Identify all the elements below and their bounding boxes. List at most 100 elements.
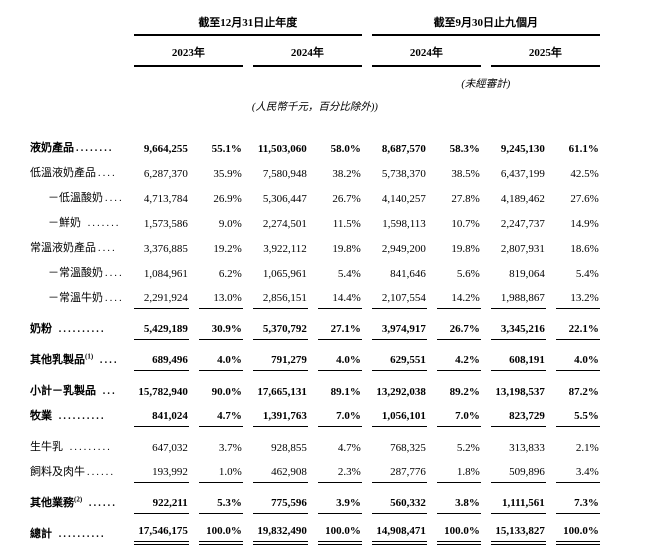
- cell-value: 1,391,763: [252, 402, 308, 427]
- cell-percent: 27.8%: [451, 193, 480, 205]
- cell-value: 1,111,561: [490, 483, 546, 514]
- table-row: －鮮奶 ....... 1,573,586 9.0% 2,274,501 11.5% 1,…: [30, 209, 600, 234]
- row-label-text: 液奶產品: [30, 142, 74, 154]
- cell-value: 819,064: [509, 268, 545, 280]
- dot-leader: ....: [98, 168, 117, 179]
- cell-percent: 4.7%: [198, 402, 243, 427]
- cell-percent: 38.5%: [451, 168, 480, 180]
- cell-value: 2,807,931: [500, 243, 545, 255]
- table-row: 牧業 .......... 841,024 4.7% 1,391,763 7.0% 1,0…: [30, 402, 600, 427]
- header-period-annual: 截至12月31日止年度: [133, 10, 362, 36]
- dot-leader: ...: [98, 386, 117, 397]
- row-label: －常溫牛奶....: [30, 284, 124, 309]
- header-year-2025: 2025年: [490, 36, 600, 67]
- cell-value: 5,738,370: [381, 168, 426, 180]
- row-label-text: 總計: [30, 528, 52, 540]
- row-label: －常溫酸奶....: [30, 259, 124, 284]
- cell-value: 689,496: [133, 340, 189, 371]
- row-label: －低溫酸奶....: [30, 184, 124, 209]
- cell-percent: 4.2%: [436, 340, 481, 371]
- cell-percent: 90.0%: [211, 386, 242, 398]
- cell-percent: 3.8%: [436, 483, 481, 514]
- row-label: 飼料及肉牛......: [30, 458, 124, 483]
- row-label: 奶粉 ..........: [30, 309, 124, 340]
- cell-value: 4,713,784: [143, 193, 188, 205]
- unit-note: (人民幣千元，百分比除外)): [251, 102, 378, 113]
- cell-value: 768,325: [390, 442, 426, 454]
- cell-value: 7,580,948: [262, 168, 307, 180]
- cell-percent: 4.0%: [555, 340, 600, 371]
- cell-value: 560,332: [371, 483, 427, 514]
- cell-percent: 27.6%: [570, 193, 599, 205]
- cell-percent: 26.9%: [213, 193, 242, 205]
- cell-percent: 55.1%: [211, 143, 242, 155]
- table-row: 生牛乳 ......... 647,032 3.7% 928,855 4.7% 768,3…: [30, 427, 600, 458]
- dot-leader: ........: [76, 143, 114, 154]
- dot-leader: ......: [84, 498, 118, 509]
- unaudited-note: (未經審計): [461, 79, 511, 90]
- row-label: －鮮奶 .......: [30, 209, 124, 234]
- cell-value: 1,084,961: [143, 268, 188, 280]
- cell-value: 629,551: [371, 340, 427, 371]
- cell-value: 19,832,490: [252, 514, 308, 545]
- cell-percent: 13.0%: [198, 284, 243, 309]
- table-row: －常溫酸奶.... 1,084,961 6.2% 1,065,961 5.4% 841,6…: [30, 259, 600, 284]
- table-row: 其他業務(2) ...... 922,211 5.3% 775,596 3.9% 560,…: [30, 483, 600, 514]
- cell-percent: 3.7%: [218, 442, 242, 454]
- cell-value: 841,646: [390, 268, 426, 280]
- row-label: 其他業務(2) ......: [30, 483, 124, 514]
- table-row: 其他乳製品(1) .... 689,496 4.0% 791,279 4.0% 629,5…: [30, 340, 600, 371]
- cell-value: 1,573,586: [143, 218, 188, 230]
- dot-leader: .........: [65, 442, 112, 453]
- row-label-text: －常溫牛奶: [48, 292, 103, 304]
- cell-value: 6,437,199: [500, 168, 545, 180]
- cell-value: 15,133,827: [490, 514, 546, 545]
- table-row: 總計 .......... 17,546,175 100.0% 19,832,490 1…: [30, 514, 600, 545]
- row-label-text: 常溫液奶產品: [30, 242, 96, 254]
- page: 截至12月31日止年度 截至9月30日止九個月 2023年 2024年 2024…: [30, 17, 600, 545]
- row-label-text: 飼料及肉牛: [30, 466, 85, 478]
- cell-value: 462,908: [252, 458, 308, 483]
- financial-table: 截至12月31日止年度 截至9月30日止九個月 2023年 2024年 2024…: [20, 10, 610, 545]
- cell-value: 1,598,113: [382, 218, 426, 230]
- dot-leader: ..........: [54, 324, 106, 335]
- footnote-marker: (2): [74, 495, 83, 504]
- cell-percent: 100.0%: [436, 514, 481, 545]
- dot-leader: ....: [95, 355, 119, 366]
- cell-value: 841,024: [133, 402, 189, 427]
- cell-value: 2,291,924: [133, 284, 189, 309]
- cell-percent: 22.1%: [555, 309, 600, 340]
- dot-leader: ......: [87, 467, 116, 478]
- cell-value: 3,345,216: [490, 309, 546, 340]
- cell-percent: 19.8%: [451, 243, 480, 255]
- cell-percent: 6.2%: [218, 268, 242, 280]
- cell-value: 4,189,462: [500, 193, 545, 205]
- cell-percent: 14.2%: [436, 284, 481, 309]
- cell-value: 2,949,200: [381, 243, 426, 255]
- cell-percent: 100.0%: [198, 514, 243, 545]
- cell-value: 2,274,501: [262, 218, 307, 230]
- cell-value: 5,306,447: [262, 193, 307, 205]
- cell-value: 13,292,038: [376, 386, 426, 398]
- row-label: 常溫液奶產品....: [30, 234, 124, 259]
- cell-percent: 35.9%: [213, 168, 242, 180]
- dot-leader: ....: [105, 268, 124, 279]
- cell-percent: 58.0%: [330, 143, 361, 155]
- cell-percent: 100.0%: [317, 514, 362, 545]
- row-label-text: －常溫酸奶: [48, 267, 103, 279]
- cell-value: 791,279: [252, 340, 308, 371]
- cell-percent: 27.1%: [317, 309, 362, 340]
- cell-value: 313,833: [509, 442, 545, 454]
- footnote-marker: (1): [85, 352, 94, 361]
- cell-value: 1,056,101: [371, 402, 427, 427]
- header-year-2024: 2024年: [252, 36, 362, 67]
- cell-value: 11,503,060: [257, 143, 307, 155]
- cell-value: 922,211: [133, 483, 189, 514]
- header-spacer: [134, 67, 362, 92]
- cell-percent: 42.5%: [570, 168, 599, 180]
- cell-percent: 5.5%: [555, 402, 600, 427]
- cell-value: 1,065,961: [262, 268, 307, 280]
- cell-percent: 4.7%: [337, 442, 361, 454]
- cell-value: 775,596: [252, 483, 308, 514]
- dot-leader: ....: [98, 243, 117, 254]
